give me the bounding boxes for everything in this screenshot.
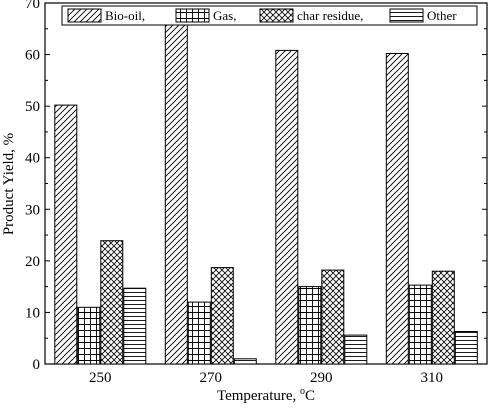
bar-char-residue-290 — [321, 269, 345, 365]
bar-other-290 — [344, 334, 368, 365]
bar-bio-oil-310 — [385, 53, 409, 365]
legend-label: char residue, — [297, 8, 363, 23]
x-tick-label: 270 — [200, 370, 223, 386]
legend-swatch-horizontal — [389, 8, 424, 23]
svg-text:Temperature, oC: Temperature, oC — [217, 386, 315, 404]
bar-other-250 — [123, 287, 147, 365]
legend-label: Other — [427, 8, 457, 23]
legend-label: Bio-oil, — [105, 8, 145, 23]
x-axis-title-degree: o — [300, 386, 305, 397]
legend-swatch-crosshatch — [259, 8, 294, 23]
bar-gas-290 — [298, 286, 322, 365]
bar-char-residue-310 — [431, 270, 455, 365]
bar-gas-270 — [187, 301, 211, 365]
bar-gas-310 — [408, 284, 432, 365]
y-tick-label: 0 — [33, 357, 41, 373]
y-tick-label: 50 — [25, 99, 40, 115]
x-axis-title-text: Temperature, — [217, 388, 300, 404]
y-tick-label: 10 — [25, 305, 40, 321]
y-axis: 0 10 20 30 40 50 60 70 — [25, 0, 487, 373]
y-tick-label: 20 — [25, 254, 40, 270]
bar-other-270 — [233, 358, 257, 365]
x-tick-label: 310 — [421, 370, 444, 386]
bar-char-residue-250 — [100, 240, 124, 365]
bar-gas-250 — [77, 306, 101, 365]
bar-bio-oil-290 — [275, 49, 299, 365]
legend: Bio-oil, Gas, char residue, Other — [61, 5, 478, 26]
bars-group — [54, 11, 478, 365]
y-axis-title: Product Yield, % — [1, 133, 17, 235]
bar-bio-oil-270 — [164, 11, 188, 365]
x-axis-title-unit: C — [305, 388, 315, 404]
y-tick-label: 40 — [25, 151, 40, 167]
x-tick-label: 250 — [89, 370, 112, 386]
legend-label: Gas, — [213, 8, 236, 23]
y-tick-label: 60 — [25, 48, 40, 64]
x-tick-label: 290 — [310, 370, 333, 386]
bar-char-residue-270 — [210, 267, 234, 365]
bar-bio-oil-250 — [54, 104, 78, 365]
legend-swatch-grid — [175, 8, 210, 23]
bar-other-310 — [454, 331, 478, 365]
y-tick-label: 70 — [25, 0, 40, 12]
x-axis: 250 270 290 310 — [89, 359, 443, 386]
y-tick-label: 30 — [25, 202, 40, 218]
x-axis-title: Temperature, oC — [217, 386, 315, 404]
legend-swatch-diagonal — [67, 8, 102, 23]
